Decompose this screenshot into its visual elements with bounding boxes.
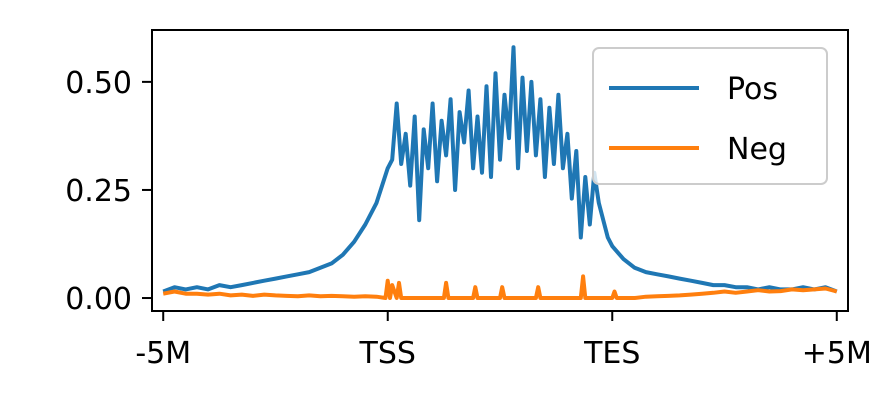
legend: Pos Neg: [592, 47, 828, 185]
y-tick-label: 0.25: [65, 174, 132, 209]
y-tick-label: 0.50: [65, 66, 132, 101]
series-line-neg: [162, 274, 838, 300]
x-tick-label: TSS: [359, 336, 416, 371]
x-tick-label: +5M: [802, 336, 872, 371]
x-tick-label: -5M: [135, 336, 191, 371]
legend-box: [592, 47, 828, 185]
y-tick-label: 0.00: [65, 282, 132, 317]
legend-label-neg: Neg: [727, 132, 787, 167]
series-layer: [162, 45, 838, 300]
x-tick-label: TES: [583, 336, 640, 371]
series-line-pos: [162, 45, 838, 294]
legend-label-pos: Pos: [727, 72, 778, 107]
axis-ticks: -5M TSS TES +5M 0.00 0.25 0.50: [65, 66, 872, 371]
plot-area-frame: [151, 29, 849, 312]
